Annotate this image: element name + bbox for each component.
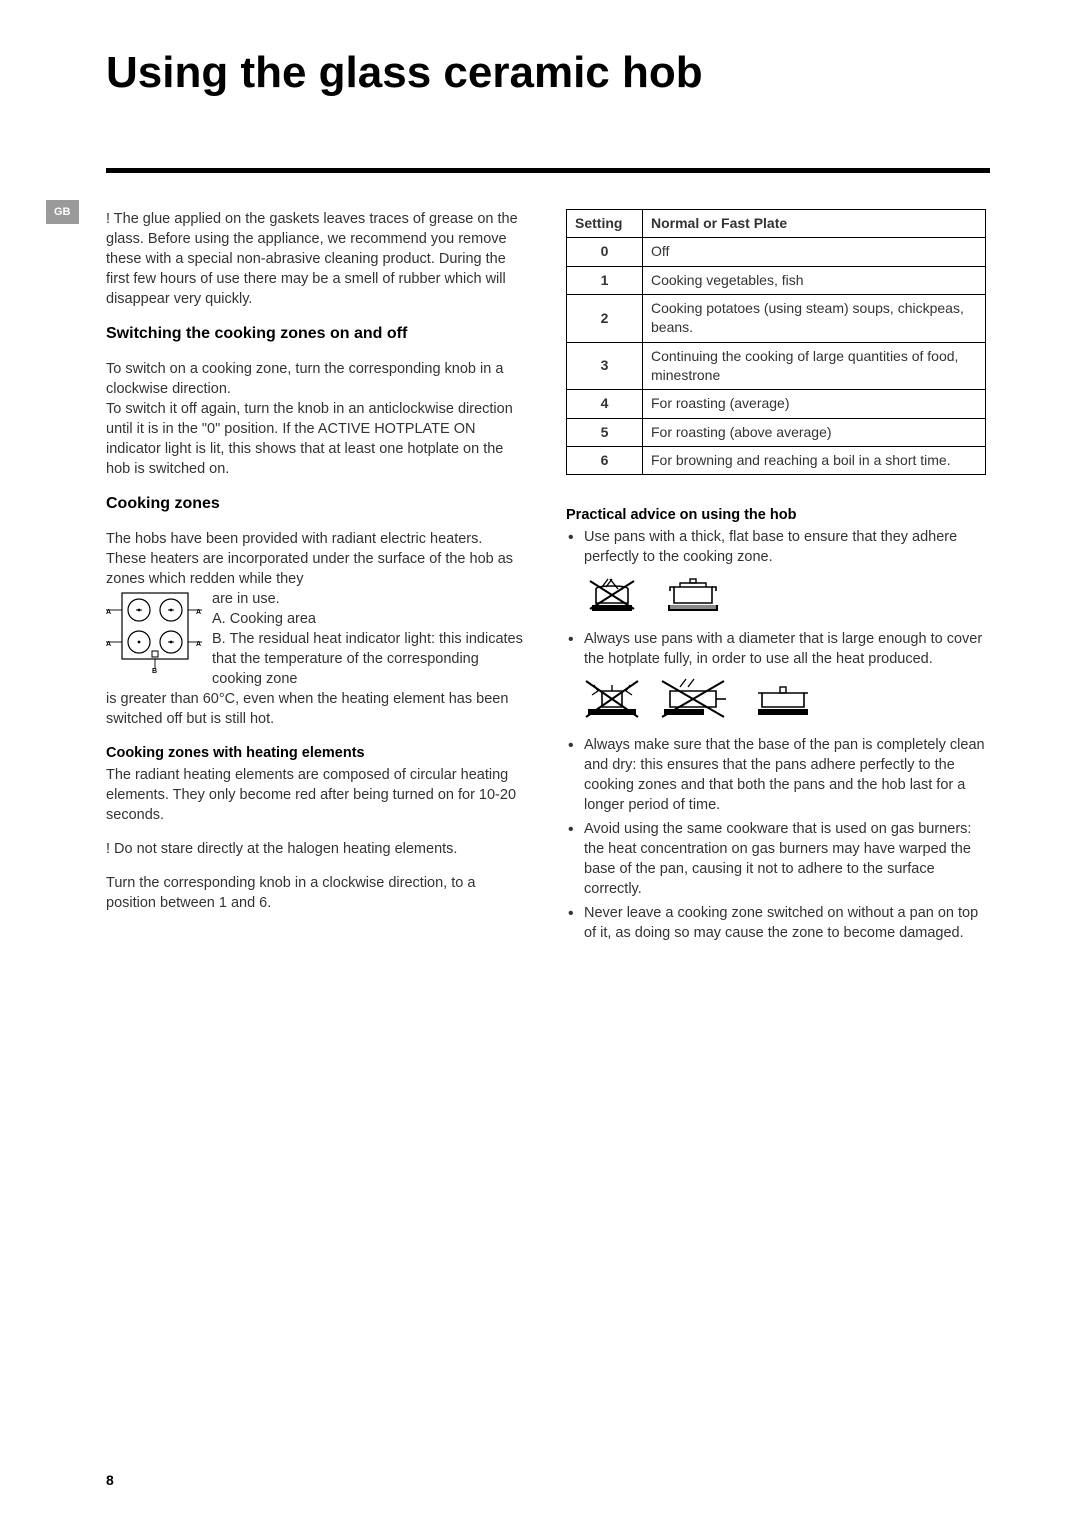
divider-bar	[106, 168, 990, 173]
heating-subhead: Cooking zones with heating elements	[106, 743, 526, 763]
hob-diagram-icon: A A A A B	[106, 589, 202, 689]
th-plate: Normal or Fast Plate	[643, 210, 986, 238]
table-row: 5For roasting (above average)	[567, 418, 986, 446]
svg-text:B: B	[152, 668, 157, 673]
zones-head: Cooking zones	[106, 493, 526, 515]
advice-head: Practical advice on using the hob	[566, 505, 986, 525]
svg-text:A: A	[196, 641, 201, 648]
language-tag: GB	[46, 200, 79, 224]
switching-head: Switching the cooking zones on and off	[106, 323, 526, 345]
halogen-warning: ! Do not stare directly at the halogen h…	[106, 839, 526, 859]
knob-paragraph: Turn the corresponding knob in a clockwi…	[106, 873, 526, 913]
svg-text:A: A	[106, 609, 111, 616]
table-row: 3Continuing the cooking of large quantit…	[567, 342, 986, 390]
pan-diameter-icons	[584, 677, 986, 721]
page-title: Using the glass ceramic hob	[106, 48, 990, 98]
advice-bullet: Use pans with a thick, flat base to ensu…	[566, 527, 986, 567]
page-number: 8	[106, 1472, 114, 1488]
advice-bullet: Always use pans with a diameter that is …	[566, 629, 986, 669]
advice-bullet: Avoid using the same cookware that is us…	[566, 819, 986, 899]
table-row: 6For browning and reaching a boil in a s…	[567, 446, 986, 474]
settings-table: Setting Normal or Fast Plate 0Off 1Cooki…	[566, 209, 986, 475]
intro-paragraph: ! The glue applied on the gaskets leaves…	[106, 209, 526, 309]
table-row: 2Cooking potatoes (using steam) soups, c…	[567, 294, 986, 342]
svg-text:A: A	[106, 641, 111, 648]
pan-flat-base-icons	[584, 575, 986, 615]
heating-p1: The radiant heating elements are compose…	[106, 765, 526, 825]
switching-p1: To switch on a cooking zone, turn the co…	[106, 359, 526, 399]
advice-bullet: Always make sure that the base of the pa…	[566, 735, 986, 815]
switching-p2: To switch it off again, turn the knob in…	[106, 399, 526, 479]
table-row: 0Off	[567, 238, 986, 266]
th-setting: Setting	[567, 210, 643, 238]
zones-inline-text: are in use. A. Cooking area B. The resid…	[212, 589, 526, 689]
zones-p1: The hobs have been provided with radiant…	[106, 529, 526, 589]
svg-text:A: A	[196, 609, 201, 616]
table-row: 1Cooking vegetables, fish	[567, 266, 986, 294]
zones-p2: is greater than 60°C, even when the heat…	[106, 689, 526, 729]
right-column: Setting Normal or Fast Plate 0Off 1Cooki…	[566, 209, 986, 947]
table-row: 4For roasting (average)	[567, 390, 986, 418]
left-column: ! The glue applied on the gaskets leaves…	[106, 209, 526, 947]
advice-bullet: Never leave a cooking zone switched on w…	[566, 903, 986, 943]
